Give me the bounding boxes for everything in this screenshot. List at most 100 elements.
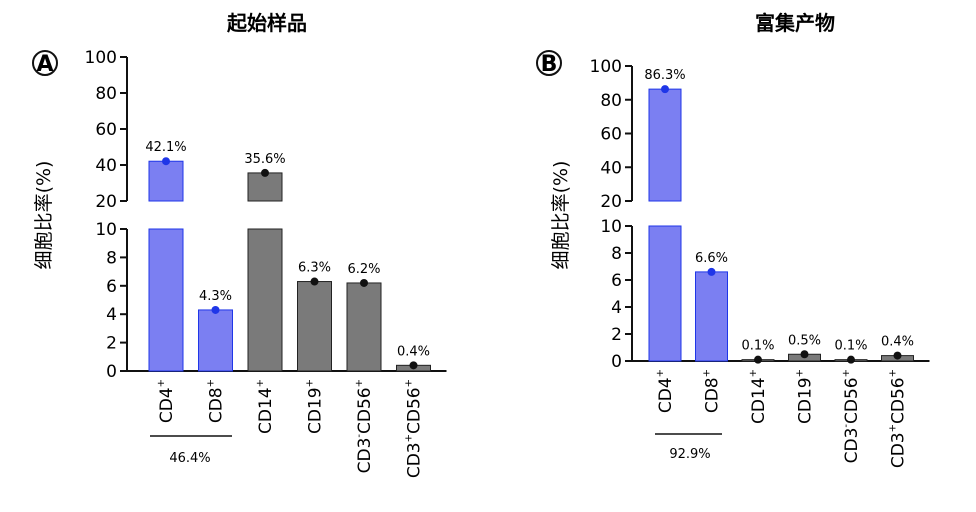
panel-b-bar-lower [648,225,682,362]
category-text: CD56 [355,387,375,434]
panel-a-bar-upper [148,160,184,202]
panel-a-bar-group: 4.3% [198,289,233,372]
category-superscript: + [655,369,666,377]
category-text: CD14 [256,387,276,434]
category-superscript: + [404,379,415,387]
panel-b-point [800,350,809,359]
panel-b-bar-group: 86.3% [644,68,686,362]
panel-b-data-label: 86.3% [644,68,685,83]
panel-a-bar-group: 6.2% [346,262,382,372]
panel-b-category-label: CD3+CD56+ [888,369,909,468]
panel-b-data-label: 0.5% [788,333,821,348]
panel-a-category-label: CD3+CD56+ [404,379,425,478]
panel-a-tick-label: 4 [106,305,117,325]
panel-a-category-label: CD19+ [305,379,326,434]
panel-a-data-label: 42.1% [145,140,186,155]
category-superscript: - [841,424,852,428]
panel-b-letter: B [541,52,558,77]
panel-b-point [847,355,855,364]
panel-b-point [754,355,762,364]
category-superscript: - [354,434,365,438]
panel-a-data-label: 6.2% [347,262,380,277]
panel-a-point [409,361,418,370]
panel-b-sum-label: 92.9% [669,447,710,462]
category-superscript: + [702,369,713,377]
category-text: CD8 [703,377,723,413]
panel-a-tick-label: 20 [95,192,117,212]
panel-a-letter: A [36,52,53,77]
panel-b-bar-group: 0.5% [788,333,821,362]
category-superscript: + [841,369,852,377]
category-text: CD56 [842,377,862,424]
panel-a-bar [297,281,332,372]
panel-a-bar-group: 0.4% [396,344,431,372]
category-text: CD8 [207,387,227,423]
panel-a-sum-label: 46.4% [169,451,210,466]
category-superscript: + [748,369,759,377]
panel-a-category-label: CD8+ [206,379,227,423]
panel-b-data-label: 0.1% [834,339,867,354]
panel-b-title: 富集产物 [755,11,835,35]
category-superscript: + [255,379,266,387]
panel-b-tick-label: 2 [611,325,622,345]
panel-a-tick-label: 2 [106,334,117,354]
panel-a-point [211,305,220,314]
panel-b-bar-group: 0.4% [881,335,914,362]
category-text: CD3 [405,442,425,478]
panel-b-point [893,351,902,360]
panel-a-category-label: CD14+ [255,379,276,434]
category-text: CD56 [405,387,425,434]
category-text: CD4 [157,387,177,423]
panel-a-badge [32,50,58,76]
panel-b-data-label: 0.1% [741,339,774,354]
panel-b-tick-label: 10 [600,217,622,237]
panel-a-data-label: 0.4% [397,344,430,359]
category-text: CD3 [355,438,375,474]
panel-b-category-label: CD3-CD56+ [841,369,862,463]
category-text: CD19 [796,377,816,424]
panel-b-tick-label: 40 [600,158,622,178]
category-text: CD3 [889,432,909,468]
category-text: CD56 [889,377,909,424]
panel-b-bar-group: 0.1% [834,339,868,364]
panel-a-point [360,278,368,287]
category-superscript: + [156,379,167,387]
panel-a-tick-label: 10 [95,220,117,240]
panel-b-category-label: CD4+ [655,369,676,413]
panel-a-bar-lower [148,228,184,372]
panel-b-point [661,85,669,94]
panel-b-tick-label: 4 [611,298,622,318]
panel-a-bar [346,282,382,372]
panel-b-data-label: 6.6% [695,251,728,266]
panel-a-data-label: 35.6% [244,152,285,167]
category-superscript: + [305,379,316,387]
panel-b-tick-label: 60 [600,125,622,145]
category-text: CD19 [306,387,326,434]
panel-b-bar [695,271,728,362]
panel-a-tick-label: 6 [106,277,117,297]
panel-a-tick-label: 0 [106,362,117,382]
category-superscript: + [206,379,217,387]
category-superscript: + [888,369,899,377]
panel-a-tick-label: 8 [106,248,117,268]
panel-a-bar-lower [247,228,283,372]
panel-b-category-label: CD8+ [702,369,723,413]
panel-b-tick-label: 8 [611,244,622,264]
panel-a-tick-label: 60 [95,120,117,140]
panel-b-tick-label: 0 [611,352,622,372]
panel-a-category-label: CD3-CD56+ [354,379,375,473]
panel-a-bar-group: 35.6% [244,152,286,372]
panel-a-point [310,277,319,286]
panel-b-bar-group: 6.6% [695,251,728,362]
panel-a-tick-label: 40 [95,156,117,176]
panel-b-tick-label: 80 [600,91,622,111]
category-superscript: + [795,369,806,377]
panel-b-badge [536,50,562,76]
panel-b-tick-label: 6 [611,271,622,291]
panel-b-category-label: CD14+ [748,369,769,424]
panel-b-data-label: 0.4% [881,335,914,350]
category-superscript: + [354,379,365,387]
category-superscript: + [404,434,415,442]
panel-a-title: 起始样品 [226,11,307,35]
